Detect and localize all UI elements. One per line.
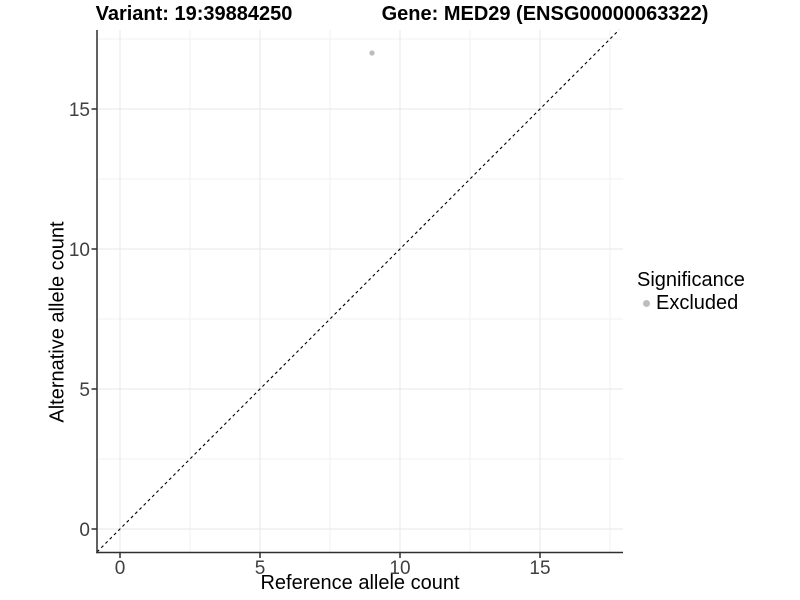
legend-entry-label: Excluded — [656, 291, 739, 314]
identity-dashed-line — [96, 29, 620, 553]
y-tick-label: 15 — [69, 100, 90, 121]
legend-entry-excluded: Excluded — [637, 291, 745, 314]
legend: Significance Excluded — [637, 269, 745, 314]
y-tick-label: 0 — [79, 520, 90, 541]
data-point — [369, 50, 375, 56]
plot-title-variant: Variant: 19:39884250 — [95, 3, 293, 25]
legend-title: Significance — [637, 269, 745, 291]
x-tick-label: 15 — [529, 558, 550, 579]
x-axis-title: Reference allele count — [260, 572, 460, 594]
excluded-point-icon — [643, 299, 650, 307]
legend-key — [637, 299, 656, 307]
x-tick-label: 5 — [255, 558, 266, 579]
x-tick-label: 0 — [115, 558, 126, 579]
plot-title-gene: Gene: MED29 (ENSG00000063322) — [381, 3, 709, 25]
y-axis-title: Alternative allele count — [46, 221, 69, 423]
y-tick-label: 5 — [79, 380, 90, 401]
y-tick-label: 10 — [69, 240, 90, 261]
x-tick-label: 10 — [389, 558, 410, 579]
